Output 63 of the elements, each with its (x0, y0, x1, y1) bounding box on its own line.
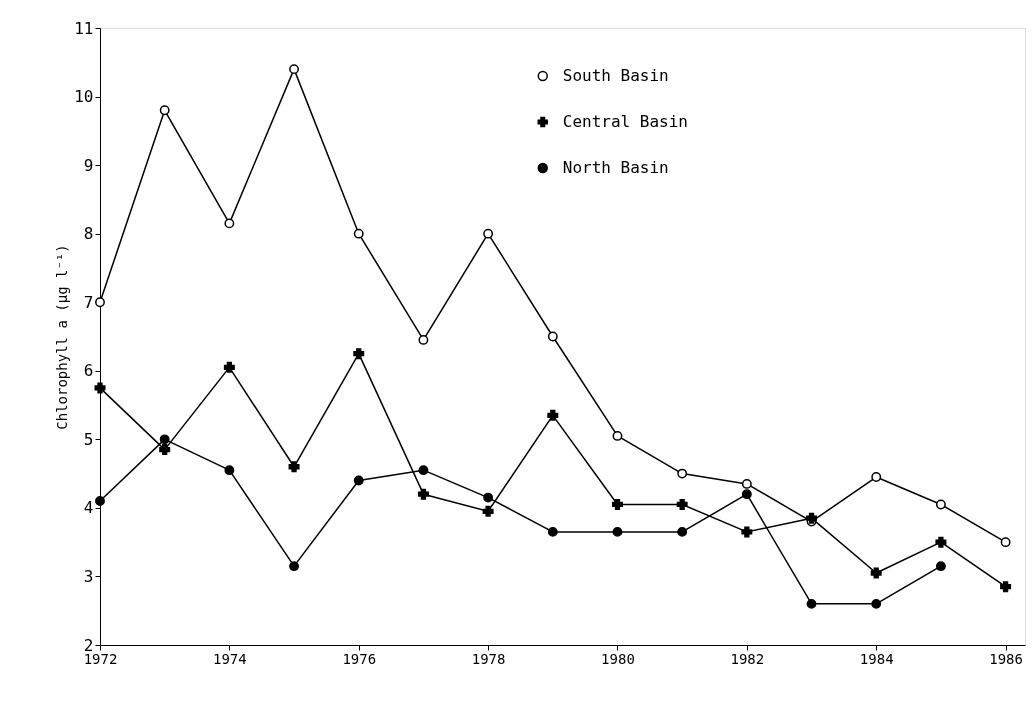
y-tick-label: 3 (83, 566, 94, 586)
legend-label: South Basin (562, 66, 669, 85)
point (547, 526, 558, 537)
point (677, 468, 688, 479)
point (289, 561, 299, 572)
point (224, 218, 235, 229)
point (871, 472, 882, 482)
point (224, 465, 235, 476)
point (741, 526, 753, 538)
x-tick-label: 1984 (859, 650, 894, 667)
x-tick-label: 1986 (989, 650, 1023, 667)
y-tick-label: 5 (83, 429, 94, 449)
point (741, 489, 752, 500)
point (417, 488, 429, 500)
point (483, 228, 494, 239)
point (159, 434, 170, 445)
point (353, 348, 365, 360)
point (353, 228, 364, 239)
point (871, 598, 882, 609)
point (159, 105, 170, 116)
point (935, 561, 946, 572)
point (806, 598, 817, 609)
y-tick-label: 7 (83, 292, 94, 312)
y-tick-label: 6 (83, 361, 94, 381)
point (611, 498, 623, 510)
point (418, 465, 429, 476)
legend-label: North Basin (562, 158, 669, 177)
point (289, 64, 299, 75)
y-tick-label: 4 (83, 498, 94, 518)
point (94, 382, 106, 394)
point (95, 297, 105, 308)
point (612, 430, 623, 441)
y-tick-label: 9 (83, 155, 94, 175)
x-tick-label: 1976 (342, 650, 377, 667)
point (676, 498, 688, 510)
x-tick-label: 1982 (730, 650, 765, 667)
point (418, 335, 429, 345)
point (223, 361, 235, 373)
point (547, 409, 559, 421)
point (741, 478, 752, 489)
point (935, 536, 947, 548)
x-tick-label: 1980 (601, 650, 635, 667)
point (1000, 581, 1012, 593)
point (870, 567, 882, 579)
legend-label: Central Basin (562, 112, 688, 131)
point (612, 526, 623, 537)
point (482, 505, 494, 517)
point (547, 331, 558, 342)
x-tick-label: 1974 (213, 650, 247, 667)
point (159, 444, 171, 456)
point (935, 499, 946, 510)
point (1000, 537, 1011, 548)
point (806, 512, 818, 524)
point (483, 492, 494, 503)
y-tick-label: 8 (83, 224, 94, 244)
y-tick-label: 10 (74, 87, 94, 107)
point (95, 496, 105, 506)
x-tick-label: 1978 (471, 650, 506, 667)
point (677, 526, 688, 537)
point (353, 475, 364, 486)
point (288, 461, 300, 473)
y-tick-label: 11 (74, 18, 94, 38)
y-axis-title: Chlorophyll a (μg l⁻¹) (54, 244, 71, 430)
